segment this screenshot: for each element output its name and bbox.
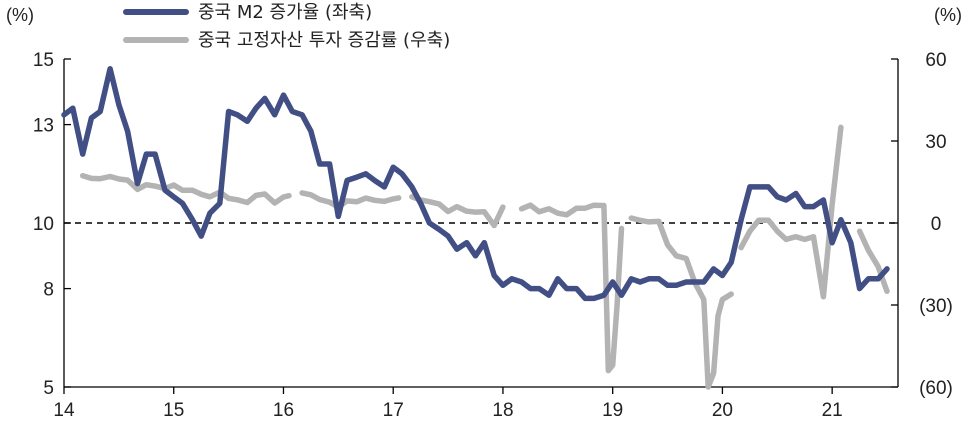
series-line-m2-growth [61,66,890,302]
x-tick-label: 21 [822,400,843,421]
x-tick-label: 14 [53,400,75,421]
series-line-fixed-asset-investment [738,124,844,300]
right-axis-ticks: (60) (30) 0 30 60 [891,50,953,399]
left-tick-label: 10 [33,214,54,235]
series-layer [61,66,890,390]
x-tick-label: 19 [602,400,623,421]
right-axis-unit-label: (%) [934,5,962,25]
x-tick-label: 16 [273,400,294,421]
right-tick-label: 0 [931,214,942,235]
left-tick-label: 8 [43,280,54,301]
series-line-fixed-asset-investment [518,202,625,374]
left-tick-label: 5 [43,378,54,399]
left-tick-label: 13 [33,116,54,137]
left-tick-label: 15 [33,50,54,71]
series-line-fixed-asset-investment [628,215,734,390]
right-tick-label: 60 [925,50,946,71]
legend: 중국 M2 증가율 (좌축) 중국 고정자산 투자 증감률 (우축) [123,2,450,51]
x-tick-label: 17 [383,400,404,421]
left-axis-ticks: 5 8 10 13 15 [33,50,71,399]
legend-label-fai: 중국 고정자산 투자 증감률 (우축) [198,30,450,51]
series-line-fixed-asset-investment [79,172,292,206]
series-line-fixed-asset-investment [409,194,506,229]
series-line-fixed-asset-investment [856,228,890,295]
x-tick-label: 20 [712,400,733,421]
x-tick-label: 18 [492,400,513,421]
x-axis-ticks: 14 15 16 17 18 19 20 21 [53,387,843,421]
right-tick-label: (30) [919,296,953,317]
x-tick-label: 15 [163,400,184,421]
right-tick-label: (60) [919,378,953,399]
right-tick-label: 30 [925,132,946,153]
legend-label-m2: 중국 M2 증가율 (좌축) [198,2,372,23]
left-axis-unit-label: (%) [6,5,34,25]
series-line-fixed-asset-investment [299,190,402,210]
